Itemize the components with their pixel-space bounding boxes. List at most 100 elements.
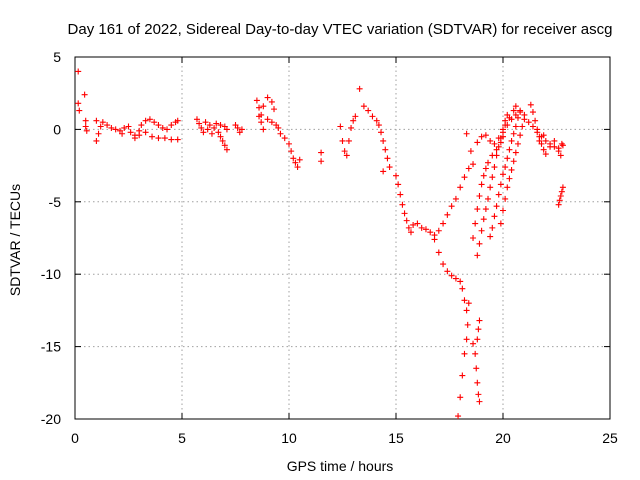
data-point — [82, 117, 89, 124]
data-point — [476, 317, 483, 324]
data-point — [500, 129, 506, 136]
data-point — [547, 143, 554, 150]
data-point — [260, 103, 267, 110]
data-point — [489, 174, 496, 181]
data-point — [204, 126, 211, 133]
data-point — [121, 124, 128, 131]
data-point — [459, 285, 466, 292]
y-tick-label: -20 — [41, 411, 61, 427]
data-point — [495, 143, 502, 150]
data-point — [508, 166, 515, 173]
data-point — [356, 85, 363, 92]
data-point — [465, 165, 472, 172]
data-point — [373, 117, 380, 124]
data-point — [138, 122, 145, 129]
chart-title: Day 161 of 2022, Sidereal Day-to-day VTE… — [68, 21, 613, 38]
data-point — [448, 203, 455, 210]
data-point — [81, 91, 88, 98]
data-point — [470, 161, 477, 168]
data-point — [131, 135, 138, 142]
data-series — [75, 68, 566, 420]
data-point — [119, 130, 126, 137]
y-tick-label: -10 — [41, 266, 61, 282]
y-tick-label: -5 — [49, 194, 62, 210]
data-point — [464, 321, 471, 328]
data-point — [193, 116, 200, 123]
data-point — [529, 123, 536, 130]
data-point — [558, 188, 565, 195]
data-point — [435, 249, 442, 256]
series-recovery-1 — [470, 103, 519, 241]
data-point — [348, 124, 355, 131]
data-point — [506, 146, 513, 153]
data-point — [540, 132, 547, 139]
series-segment-5 — [253, 94, 303, 171]
x-tick-label: 15 — [388, 430, 404, 446]
data-point — [264, 116, 271, 123]
data-point — [395, 181, 402, 188]
data-point — [461, 297, 468, 304]
data-point — [127, 129, 134, 136]
data-point — [174, 136, 181, 143]
data-point — [485, 159, 492, 166]
data-point — [559, 142, 566, 149]
data-point — [427, 229, 434, 236]
data-point — [440, 261, 447, 268]
data-point — [76, 107, 83, 114]
data-point — [489, 224, 496, 231]
x-tick-label: 20 — [495, 430, 511, 446]
data-point — [161, 135, 168, 142]
data-point — [258, 119, 265, 126]
data-point — [93, 137, 100, 144]
data-point — [487, 137, 494, 144]
series-deep-branch — [470, 317, 483, 405]
data-point — [510, 107, 517, 114]
data-point — [491, 213, 498, 220]
data-point — [397, 191, 404, 198]
data-point — [487, 233, 494, 240]
data-point — [536, 137, 543, 144]
data-point — [474, 336, 481, 343]
data-point — [286, 140, 292, 147]
data-point — [264, 94, 271, 101]
data-point — [83, 127, 90, 134]
data-point — [125, 123, 132, 130]
data-point — [168, 122, 175, 129]
data-point — [410, 221, 417, 228]
data-point — [476, 240, 483, 247]
data-point — [159, 124, 166, 131]
data-point — [223, 146, 230, 153]
data-point — [174, 117, 181, 124]
data-point — [512, 111, 519, 118]
data-point — [292, 159, 299, 166]
data-point — [482, 165, 489, 172]
data-point — [521, 111, 528, 118]
data-point — [478, 227, 485, 234]
data-point — [112, 126, 119, 133]
x-axis-label: GPS time / hours — [287, 458, 394, 474]
data-point — [422, 226, 429, 233]
data-point — [534, 126, 541, 133]
data-point — [463, 307, 470, 314]
data-point — [495, 135, 502, 142]
data-point — [459, 372, 466, 379]
data-point — [542, 137, 549, 144]
data-point — [497, 220, 504, 227]
data-point — [401, 210, 408, 217]
data-point — [375, 122, 382, 129]
data-point — [399, 201, 406, 208]
data-point — [296, 156, 303, 163]
data-point — [318, 149, 325, 156]
data-point — [435, 227, 442, 234]
data-point — [478, 181, 485, 188]
series-recovery-4 — [497, 116, 528, 227]
data-point — [465, 300, 472, 307]
data-point — [502, 117, 509, 124]
data-point — [504, 184, 511, 191]
data-point — [198, 124, 205, 131]
plot-frame — [74, 56, 611, 420]
data-point — [253, 97, 260, 104]
data-point — [281, 135, 288, 142]
data-point — [510, 130, 517, 137]
